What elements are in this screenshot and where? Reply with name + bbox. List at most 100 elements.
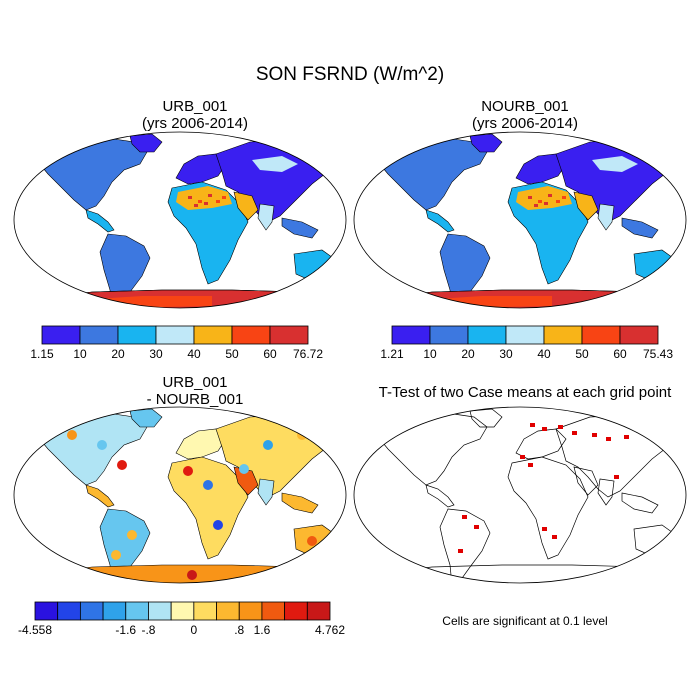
colorbar-nourb: 1.21 10 20 30 40 50 60 75.43 bbox=[380, 325, 673, 361]
colorbar-label: 40 bbox=[187, 347, 201, 361]
significant-cell bbox=[520, 455, 525, 459]
panel-nourb-title: NOURB_001 (yrs 2006-2014) bbox=[375, 98, 675, 132]
continent-se bbox=[281, 217, 319, 239]
sahara-hot-cell bbox=[198, 200, 202, 203]
continent-ar bbox=[233, 191, 259, 221]
significant-cell bbox=[614, 475, 619, 479]
significant-cell bbox=[624, 435, 629, 439]
continent-ar bbox=[573, 466, 599, 496]
sahara-hot-cell bbox=[222, 196, 226, 199]
panel-ttest-title: T-Test of two Case means at each grid po… bbox=[355, 384, 695, 401]
sahara-hot-cell bbox=[534, 204, 538, 207]
antarctica-orange-region bbox=[392, 296, 552, 308]
significant-cell bbox=[542, 527, 547, 531]
colorbar-label: 75.43 bbox=[643, 347, 673, 361]
sahara-hot-cell bbox=[562, 196, 566, 199]
sahara-hot-cell bbox=[194, 204, 198, 207]
colorbar-box-12 bbox=[306, 601, 331, 621]
significant-cell bbox=[606, 437, 611, 441]
antarctica-orange-region bbox=[52, 296, 212, 308]
significant-cell bbox=[528, 463, 533, 467]
panel-ttest-title-line1: T-Test of two Case means at each grid po… bbox=[378, 384, 672, 401]
continent-ar bbox=[233, 466, 259, 496]
anomaly-cell bbox=[97, 440, 107, 450]
colorbar-label: 20 bbox=[461, 347, 475, 361]
colorbar-box-1 bbox=[79, 325, 119, 345]
significant-cell bbox=[542, 427, 547, 431]
panel-nourb-title-line2: (yrs 2006-2014) bbox=[472, 115, 578, 132]
colorbar-box-6 bbox=[269, 325, 309, 345]
colorbar-label: -1.6 bbox=[115, 623, 136, 637]
sahara-warm-region bbox=[176, 186, 232, 210]
map-diff bbox=[13, 406, 347, 584]
colorbar-label: .8 bbox=[234, 623, 244, 637]
colorbar-label: 4.762 bbox=[315, 623, 345, 637]
colorbar-label: 1.6 bbox=[254, 623, 271, 637]
significant-cell bbox=[458, 549, 463, 553]
panel-nourb-title-line1: NOURB_001 bbox=[481, 98, 569, 115]
significant-cell bbox=[558, 425, 563, 429]
significance-note: Cells are significant at 0.1 level bbox=[442, 614, 608, 628]
panel-diff-title: URB_001 - NOURB_001 bbox=[45, 374, 345, 408]
colorbar-box-3 bbox=[505, 325, 545, 345]
anomaly-cell bbox=[307, 536, 317, 546]
colorbar-box-2 bbox=[467, 325, 507, 345]
sahara-hot-cell bbox=[208, 194, 212, 197]
map-urb bbox=[13, 131, 347, 309]
continent-in bbox=[257, 478, 275, 506]
continent-an bbox=[41, 564, 331, 583]
map-ttest bbox=[353, 406, 687, 584]
panel-urb-title: URB_001 (yrs 2006-2014) bbox=[45, 98, 345, 132]
colorbar-label: 60 bbox=[263, 347, 277, 361]
significant-cell bbox=[592, 433, 597, 437]
anomaly-cell bbox=[239, 464, 249, 474]
colorbar-box-4 bbox=[543, 325, 583, 345]
colorbar-diff: -4.558 -1.6 -.8 0 .8 1.6 4.762 bbox=[18, 601, 345, 637]
map-border bbox=[13, 131, 347, 309]
map-ocean bbox=[354, 407, 686, 583]
colorbar-box-0 bbox=[41, 325, 81, 345]
colorbar-label: 60 bbox=[613, 347, 627, 361]
colorbar-box-1 bbox=[57, 601, 81, 621]
sahara-hot-cell bbox=[528, 196, 532, 199]
colorbar-box-3 bbox=[102, 601, 127, 621]
continent-ca bbox=[85, 209, 115, 233]
continent-in bbox=[597, 203, 615, 231]
colorbar-box-1 bbox=[429, 325, 469, 345]
continent-na bbox=[375, 412, 488, 486]
colorbar-box-7 bbox=[193, 601, 217, 621]
colorbar-box-6 bbox=[170, 601, 195, 621]
colorbar-box-5 bbox=[231, 325, 271, 345]
colorbar-label: 50 bbox=[225, 347, 239, 361]
colorbar-label: 10 bbox=[73, 347, 87, 361]
continent-ar bbox=[573, 191, 599, 221]
colorbar-box-4 bbox=[193, 325, 233, 345]
panel-diff-title-line2: - NOURB_001 bbox=[146, 391, 244, 408]
continent-gr bbox=[129, 408, 163, 428]
colorbar-box-3 bbox=[155, 325, 195, 345]
continent-se bbox=[621, 492, 659, 514]
colorbar-box-4 bbox=[125, 601, 149, 621]
colorbar-label: 40 bbox=[537, 347, 551, 361]
anomaly-cell bbox=[203, 480, 213, 490]
sahara-warm-region bbox=[516, 186, 572, 210]
continent-af bbox=[507, 456, 589, 560]
colorbar-label: 30 bbox=[499, 347, 513, 361]
sahara-hot-cell bbox=[204, 202, 208, 205]
anomaly-cell bbox=[127, 530, 137, 540]
sahara-hot-cell bbox=[544, 202, 548, 205]
anomaly-cell bbox=[183, 466, 193, 476]
anomaly-cell bbox=[263, 440, 273, 450]
continent-sa bbox=[439, 508, 491, 583]
sahara-hot-cell bbox=[216, 200, 220, 203]
continent-ca bbox=[425, 209, 455, 233]
colorbar-label: 1.15 bbox=[30, 347, 54, 361]
colorbar-box-5 bbox=[581, 325, 621, 345]
colorbar-box-6 bbox=[619, 325, 659, 345]
colorbar-label: -4.558 bbox=[18, 623, 52, 637]
colorbar-box-9 bbox=[238, 601, 263, 621]
colorbar-label: 0 bbox=[191, 623, 198, 637]
colorbar-urb: 1.15 10 20 30 40 50 60 76.72 bbox=[30, 325, 323, 361]
continent-gr bbox=[129, 133, 163, 153]
asia-light-region bbox=[252, 156, 298, 172]
